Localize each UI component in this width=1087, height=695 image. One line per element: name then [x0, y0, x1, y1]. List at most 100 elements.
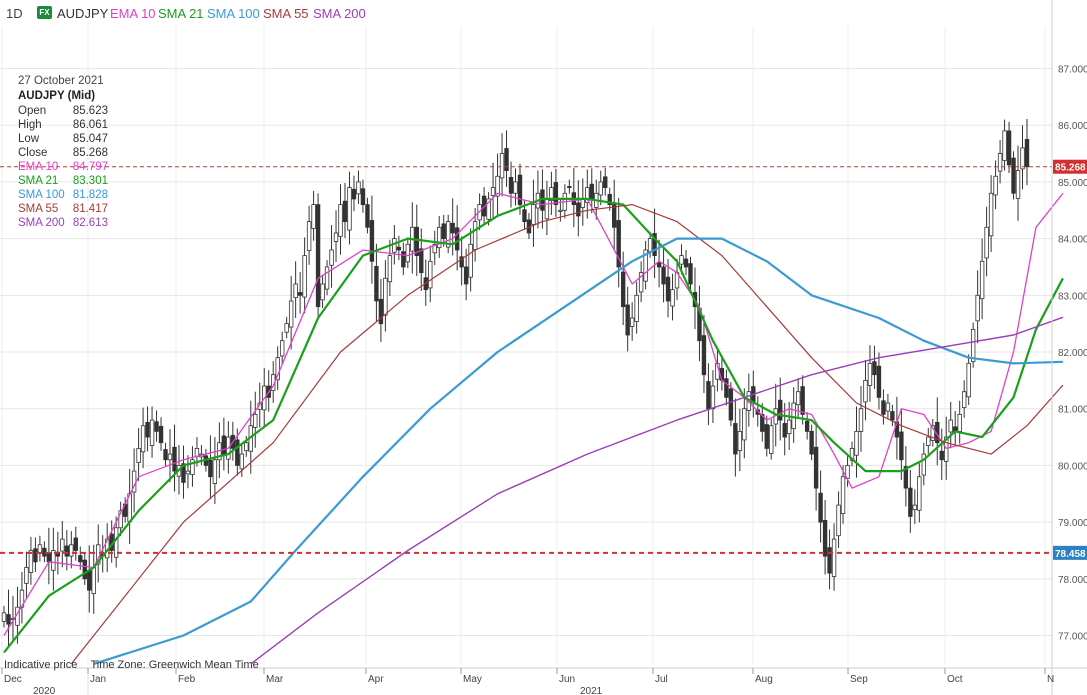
x-tick-label: Jun: [559, 674, 575, 685]
legend-sma21[interactable]: SMA 21: [158, 6, 204, 21]
candle-body: [840, 476, 846, 515]
candle-body: [1, 612, 7, 622]
price-tag-label: 85.268: [1055, 163, 1086, 174]
candle-body: [46, 552, 52, 563]
candle-body: [472, 221, 478, 250]
candle-body: [647, 238, 653, 253]
year-label: 2021: [580, 686, 603, 695]
x-tick-label: N: [1047, 674, 1054, 685]
candle-body: [576, 202, 581, 217]
candle-body: [158, 425, 164, 444]
candle-body: [504, 148, 509, 171]
indicative-price-label: Indicative price: [4, 659, 78, 671]
y-tick-label: 80.000: [1058, 461, 1087, 472]
info-label: SMA 55: [18, 203, 59, 215]
candle-body: [73, 537, 78, 551]
candle-body: [603, 176, 608, 188]
candle-body: [347, 187, 352, 231]
candle-body: [338, 204, 343, 237]
x-tick-label: Mar: [266, 674, 284, 685]
candle-body: [181, 463, 186, 483]
candle-body: [499, 153, 505, 179]
candle-body: [742, 408, 747, 441]
candle-body: [885, 402, 891, 412]
candle-body: [1011, 157, 1016, 194]
candle-body: [64, 545, 70, 557]
legend-sma100[interactable]: SMA 100: [207, 6, 260, 21]
candle-body: [553, 182, 559, 206]
info-value: 86.061: [72, 119, 108, 131]
candle-body: [208, 459, 213, 478]
candle-body: [365, 204, 370, 228]
candle-body: [235, 439, 240, 466]
candle-body: [60, 538, 65, 552]
y-tick-label: 78.000: [1058, 575, 1087, 586]
candle-body: [616, 220, 621, 268]
sma55-line: [70, 204, 1064, 665]
candle-body: [490, 187, 496, 196]
legend-sma55[interactable]: SMA 55: [263, 6, 309, 21]
candle-body: [612, 204, 617, 228]
candle-body: [598, 181, 603, 196]
info-row: EMA 10 84.797: [18, 160, 108, 174]
candle-body: [585, 187, 590, 203]
symbol-label[interactable]: AUDJPY: [57, 6, 109, 21]
candle-body: [899, 431, 904, 461]
info-label: SMA 200: [18, 217, 65, 229]
candle-body: [724, 378, 729, 398]
candle-body: [486, 198, 491, 220]
candle-body: [428, 260, 433, 289]
candle-body: [867, 362, 873, 386]
candle-body: [172, 446, 177, 472]
candle-body: [957, 413, 962, 432]
candle-body: [145, 421, 150, 438]
price-tag: [1053, 159, 1087, 174]
legend-ema10[interactable]: EMA 10: [110, 6, 156, 21]
year-label: 2020: [33, 686, 56, 695]
info-label: Close: [18, 147, 48, 159]
candle-body: [975, 294, 980, 322]
candle-body: [24, 567, 29, 584]
candle-body: [944, 436, 949, 462]
candle-body: [872, 361, 877, 376]
info-label: Open: [18, 105, 47, 117]
candle-body: [670, 289, 675, 307]
candle-body: [185, 470, 191, 475]
candle-body: [69, 544, 74, 557]
candle-body: [221, 435, 227, 455]
gridlines: [0, 26, 1052, 665]
info-value: 85.268: [72, 147, 108, 159]
candle-body: [387, 255, 393, 283]
timeframe-button[interactable]: 1D: [6, 6, 23, 21]
candle-body: [827, 547, 832, 574]
timezone-label: Time Zone: Greenwich Mean Time: [90, 659, 259, 671]
candle-body: [791, 402, 796, 429]
candle-body: [369, 220, 375, 262]
candle-body: [275, 357, 280, 381]
candle-body: [629, 317, 635, 327]
candle-body: [997, 153, 1003, 172]
candle-body: [288, 300, 294, 328]
candle-body: [710, 385, 716, 410]
candle-body: [194, 448, 200, 457]
candle-body: [531, 204, 536, 225]
candle-body: [549, 187, 554, 202]
candle-body: [392, 238, 397, 253]
candle-body: [984, 226, 989, 259]
candle-body: [970, 328, 976, 363]
legend-sma200[interactable]: SMA 200: [313, 6, 366, 21]
candle-body: [993, 175, 998, 196]
candle-body: [253, 413, 258, 428]
candle-body: [374, 266, 379, 302]
candle-body: [320, 283, 325, 301]
candle-body: [522, 209, 527, 223]
info-label: EMA 10: [18, 161, 59, 173]
candle-body: [140, 425, 146, 453]
info-row: SMA 55 81.417: [18, 202, 108, 216]
y-tick-label: 79.000: [1058, 518, 1087, 529]
candle-body: [333, 232, 339, 242]
y-tick-label: 87.000: [1058, 65, 1087, 76]
candle-body: [1006, 130, 1012, 166]
candle-body: [961, 391, 967, 408]
